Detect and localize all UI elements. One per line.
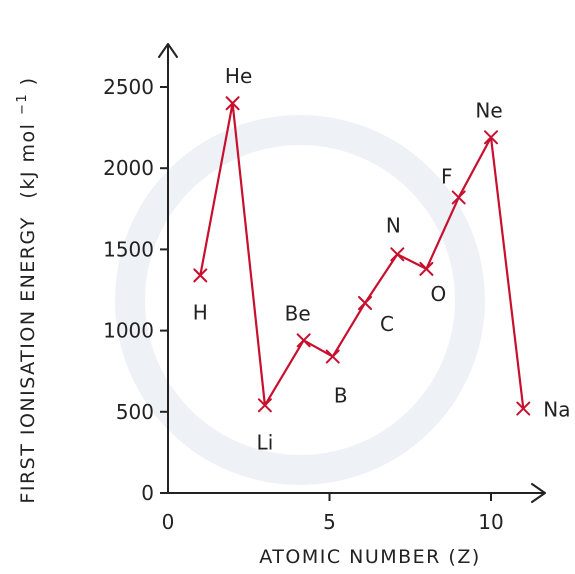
point-label: Be (285, 301, 311, 325)
data-point-marker (257, 398, 272, 413)
data-point-marker (193, 268, 208, 283)
y-tick-label: 0 (141, 481, 154, 505)
y-tick-label: 2500 (103, 75, 154, 99)
point-label: F (441, 164, 453, 188)
y-axis-title: FIRST IONISATION ENERGY (kJ mol −1 ) (9, 76, 39, 503)
y-axis-title-unit-exp: −1 (15, 93, 30, 115)
point-label: He (225, 64, 252, 88)
data-point-marker (516, 401, 531, 416)
x-axis-title: ATOMIC NUMBER (Z) (259, 546, 481, 568)
point-label: O (431, 282, 447, 306)
y-axis-title-unit: (kJ mol (17, 123, 39, 199)
point-label: N (386, 213, 401, 237)
point-label: H (193, 300, 208, 324)
point-label-group: H He Li Be B C N O F Ne Na (193, 64, 571, 454)
data-point-marker (419, 261, 434, 276)
y-axis-title-main: FIRST IONISATION ENERGY (17, 216, 39, 503)
data-point-marker (484, 130, 498, 145)
point-label: Li (257, 430, 274, 454)
x-axis-line (167, 483, 546, 503)
tick-group (160, 86, 492, 501)
point-label: B (334, 384, 348, 408)
point-label: C (380, 312, 394, 336)
axes (158, 43, 546, 503)
y-axis-line (158, 43, 178, 494)
marker-group (193, 96, 531, 416)
x-tick-label: 10 (478, 510, 503, 534)
data-point-marker (451, 190, 466, 205)
point-label: Na (543, 398, 570, 422)
data-point-marker (296, 333, 311, 348)
data-point-marker (358, 295, 373, 310)
data-point-marker (325, 349, 340, 364)
y-tick-label: 1500 (103, 237, 154, 261)
data-point-marker (225, 96, 240, 111)
watermark-logo (115, 115, 485, 485)
y-tick-label: 500 (116, 400, 154, 424)
data-point-marker (390, 247, 405, 262)
point-label: Ne (475, 98, 502, 122)
y-tick-label: 2000 (103, 156, 154, 180)
y-axis-title-unit-close: ) (17, 76, 39, 85)
tick-label-group: 0 500 1000 1500 2000 2500 0 5 10 (103, 75, 504, 534)
y-tick-label: 1000 (103, 319, 154, 343)
x-tick-label: 0 (162, 510, 175, 534)
x-tick-label: 5 (323, 510, 336, 534)
